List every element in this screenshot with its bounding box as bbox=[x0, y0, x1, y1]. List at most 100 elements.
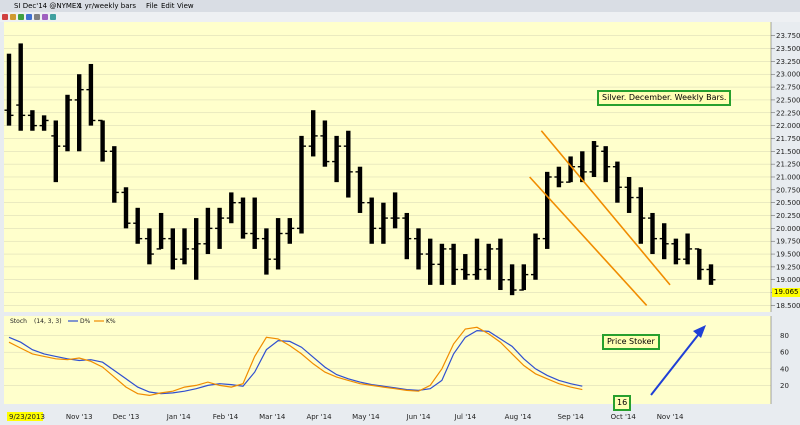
x-axis: 9/23/2013 Nov '13 Dec '13 Jan '14 Feb '14 Mar… bbox=[7, 412, 684, 421]
stoch-axis: 20 40 60 80 bbox=[770, 316, 789, 404]
x-tick-label: Oct '14 bbox=[611, 413, 637, 421]
price-tick-label: 20.750 bbox=[776, 186, 800, 194]
ohlc-bar bbox=[474, 238, 480, 280]
price-grid bbox=[4, 35, 771, 306]
ohlc-bar bbox=[463, 254, 468, 280]
stoch-tick-label: 40 bbox=[780, 365, 789, 373]
ohlc-bar bbox=[673, 238, 679, 265]
price-tick-label: 20.500 bbox=[776, 199, 800, 207]
price-tick-label: 22.500 bbox=[776, 96, 800, 104]
line-tool-icon[interactable] bbox=[26, 14, 32, 20]
menu-file[interactable]: File bbox=[146, 2, 158, 10]
zoom-tool-icon[interactable] bbox=[18, 14, 24, 20]
symbol-label[interactable]: SI Dec'14 @NYMEX bbox=[14, 2, 82, 10]
cursor-tool-icon[interactable] bbox=[2, 14, 8, 20]
ohlc-bar bbox=[357, 166, 363, 213]
ohlc-bars bbox=[4, 43, 716, 296]
ohlc-bar bbox=[264, 228, 269, 275]
price-tick-label: 21.000 bbox=[776, 173, 800, 181]
ohlc-bar bbox=[662, 223, 667, 260]
legend-k-label: K% bbox=[106, 318, 116, 325]
x-tick-label: Dec '13 bbox=[113, 413, 140, 421]
ohlc-bar bbox=[30, 110, 35, 131]
ohlc-bar bbox=[428, 238, 433, 285]
ohlc-bar bbox=[334, 135, 339, 183]
interval-label[interactable]: 1 yr/weekly bars bbox=[78, 2, 137, 10]
price-tick-label: 21.750 bbox=[776, 135, 800, 143]
trend-arrow-head bbox=[693, 325, 706, 338]
price-tick-label: 19.500 bbox=[776, 251, 800, 259]
ohlc-bar bbox=[392, 192, 398, 229]
ohlc-bar bbox=[521, 264, 526, 291]
ohlc-bar bbox=[252, 197, 257, 249]
ohlc-bar bbox=[53, 120, 58, 183]
ohlc-bar bbox=[147, 228, 152, 265]
x-tick-label: Aug '14 bbox=[505, 413, 532, 421]
ohlc-bar bbox=[18, 43, 23, 131]
ohlc-bar bbox=[311, 110, 316, 157]
stoch-panel-bg bbox=[4, 316, 771, 404]
stoch-value-label: 16 bbox=[613, 395, 632, 411]
crosshair-tool-icon[interactable] bbox=[10, 14, 16, 20]
ohlc-bar bbox=[591, 141, 597, 177]
ohlc-bar bbox=[170, 228, 175, 270]
ohlc-bar bbox=[299, 135, 304, 234]
stoch-k-line bbox=[8, 326, 583, 397]
x-tick-label: Jul '14 bbox=[454, 413, 477, 421]
stoch-params-label: (14, 3, 3) bbox=[34, 318, 62, 325]
price-tick-label: 21.500 bbox=[776, 148, 800, 156]
ohlc-bar bbox=[381, 202, 386, 244]
stoch-indicator-label: Stoch bbox=[10, 318, 27, 325]
price-tick-label: 20.250 bbox=[776, 212, 800, 220]
ohlc-bar bbox=[112, 146, 117, 203]
ohlc-bar bbox=[697, 248, 702, 280]
stoch-d-line bbox=[8, 329, 583, 395]
stoch-lines bbox=[8, 326, 583, 397]
ohlc-bar bbox=[100, 120, 105, 162]
ohlc-bar bbox=[545, 171, 550, 249]
text-tool-icon[interactable] bbox=[34, 14, 40, 20]
trend-arrow bbox=[650, 329, 703, 396]
x-tick-label: Nov '13 bbox=[66, 413, 93, 421]
ohlc-bar bbox=[533, 233, 538, 280]
menu-view[interactable]: View bbox=[177, 2, 194, 10]
price-tick-label: 23.750 bbox=[776, 32, 800, 40]
price-tick-label: 20.000 bbox=[776, 225, 800, 233]
ohlc-bar bbox=[416, 228, 421, 270]
price-tick-label: 21.250 bbox=[776, 161, 800, 169]
x-tick-label: Nov '14 bbox=[657, 413, 684, 421]
price-panel-bg bbox=[4, 22, 771, 312]
settings-tool-icon[interactable] bbox=[50, 14, 56, 20]
toolbar bbox=[0, 12, 800, 22]
grid-tool-icon[interactable] bbox=[42, 14, 48, 20]
stoch-legend: Stoch (14, 3, 3) D% K% bbox=[10, 318, 116, 325]
start-date-highlight bbox=[7, 412, 43, 421]
ohlc-bar bbox=[439, 243, 445, 285]
chart-title-label: Silver. December. Weekly Bars. bbox=[597, 90, 732, 106]
ohlc-bar bbox=[486, 243, 491, 280]
x-tick-label: Sep '14 bbox=[557, 413, 584, 421]
ohlc-bar bbox=[275, 218, 281, 270]
x-tick-label: May '14 bbox=[352, 413, 380, 421]
chart-area: 18.50018.75019.00019.25019.50019.75020.0… bbox=[4, 22, 800, 421]
ohlc-bar bbox=[6, 53, 12, 126]
ohlc-bar bbox=[123, 187, 129, 229]
price-tick-label: 19.250 bbox=[776, 263, 800, 271]
menu-edit[interactable]: Edit bbox=[161, 2, 175, 10]
stoch-tick-label: 60 bbox=[780, 349, 789, 357]
ohlc-bar bbox=[77, 74, 82, 152]
ohlc-bar bbox=[322, 120, 328, 167]
legend-d-label: D% bbox=[80, 318, 91, 325]
stoch-tick-label: 80 bbox=[780, 332, 789, 340]
price-tick-label: 23.000 bbox=[776, 71, 800, 79]
price-tick-label: 19.000 bbox=[776, 276, 800, 284]
x-tick-label: Feb '14 bbox=[213, 413, 239, 421]
ohlc-bar bbox=[498, 238, 503, 291]
ohlc-bar bbox=[287, 218, 292, 244]
ohlc-bar bbox=[205, 207, 211, 255]
ohlc-bar bbox=[404, 212, 409, 260]
x-tick-label: 9/23/2013 bbox=[9, 413, 45, 421]
price-tick-label: 19.750 bbox=[776, 238, 800, 246]
ohlc-bar bbox=[65, 94, 70, 152]
